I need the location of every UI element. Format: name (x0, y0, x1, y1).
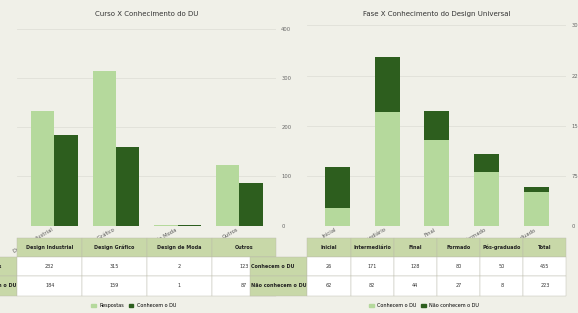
Bar (325, 167, 350, 208)
Bar (177, 225, 201, 226)
Bar (216, 165, 239, 226)
Bar (31, 111, 54, 226)
Bar (424, 111, 449, 140)
Legend: Respostas, Conhecem o DU: Respostas, Conhecem o DU (89, 301, 179, 310)
Bar (92, 70, 116, 226)
Bar (475, 154, 499, 172)
Bar (375, 57, 399, 111)
Bar (239, 183, 263, 226)
Bar (375, 111, 399, 226)
Title: Curso X Conhecimento do DU: Curso X Conhecimento do DU (95, 11, 198, 17)
Legend: Conhecem o DU, Não conhecem o DU: Conhecem o DU, Não conhecem o DU (366, 301, 481, 310)
Bar (54, 135, 78, 226)
Bar (524, 192, 549, 226)
Bar (424, 140, 449, 226)
Bar (154, 225, 177, 226)
Bar (524, 187, 549, 192)
Bar (475, 172, 499, 226)
Title: Fase X Conhecimento do Design Universal: Fase X Conhecimento do Design Universal (363, 11, 511, 17)
Bar (325, 208, 350, 226)
Bar (116, 147, 139, 226)
